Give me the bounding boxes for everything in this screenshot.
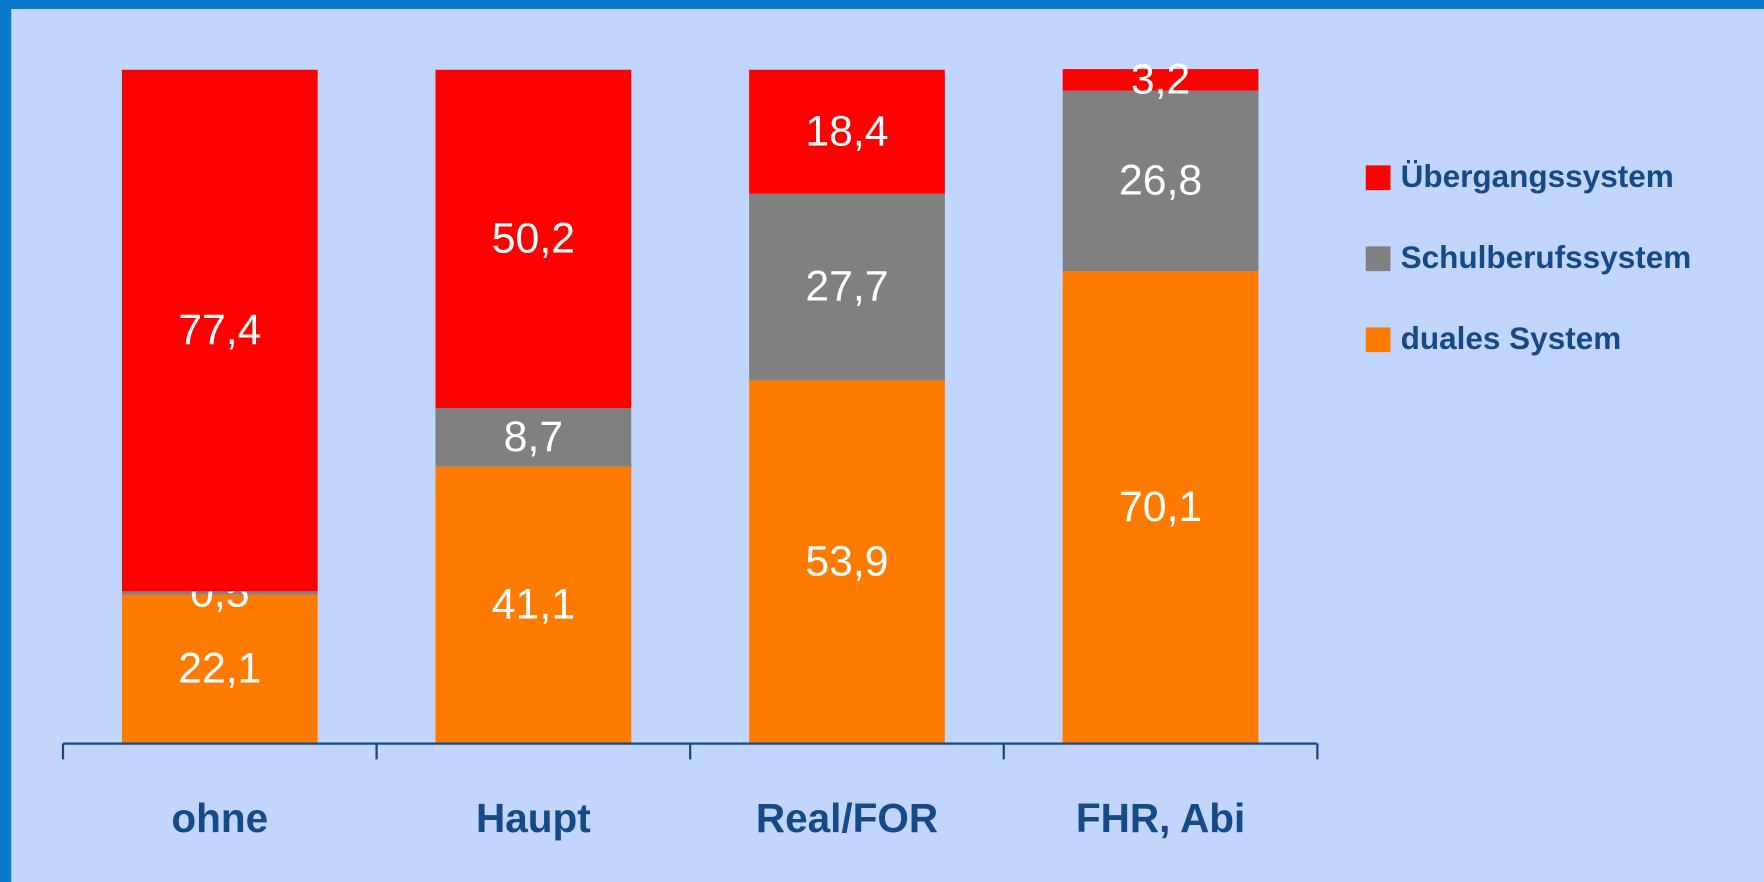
legend-label: Übergangssystem (1401, 158, 1674, 194)
data-label: 53,9 (805, 538, 888, 586)
x-tick-label: FHR, Abi (1076, 795, 1245, 841)
x-tick-label: ohne (171, 795, 268, 841)
bar-segment (749, 380, 945, 744)
bar-segment (1062, 271, 1259, 744)
data-label: 41,1 (492, 581, 575, 629)
bar-segment (435, 466, 632, 744)
bar-segment (1062, 69, 1259, 91)
legend-label: Schulberufssystem (1401, 239, 1692, 275)
data-label: 77,4 (178, 306, 261, 354)
data-label: 8,7 (504, 413, 563, 461)
data-label: 22,1 (178, 645, 261, 693)
data-label: 50,2 (492, 214, 575, 262)
data-label: 26,8 (1119, 156, 1202, 204)
bar-segment (1062, 90, 1259, 272)
legend-label: duales System (1401, 320, 1622, 356)
bar-segment (749, 69, 945, 194)
bar-segment (435, 408, 632, 467)
data-label: 27,7 (805, 263, 888, 311)
bar-segment (121, 69, 318, 592)
legend-swatch (1365, 327, 1391, 353)
data-label: 70,1 (1119, 483, 1202, 531)
legend-swatch (1365, 165, 1391, 191)
bar-segment (435, 69, 632, 409)
x-tick-label: Real/FOR (756, 795, 938, 841)
data-label: 3,2 (1131, 55, 1190, 103)
bar-segment (749, 193, 945, 381)
x-tick-label: Haupt (476, 795, 591, 841)
legend-swatch (1365, 246, 1391, 272)
bar-segment (121, 594, 318, 744)
data-label: 18,4 (805, 107, 888, 155)
bar-segment (121, 591, 318, 595)
